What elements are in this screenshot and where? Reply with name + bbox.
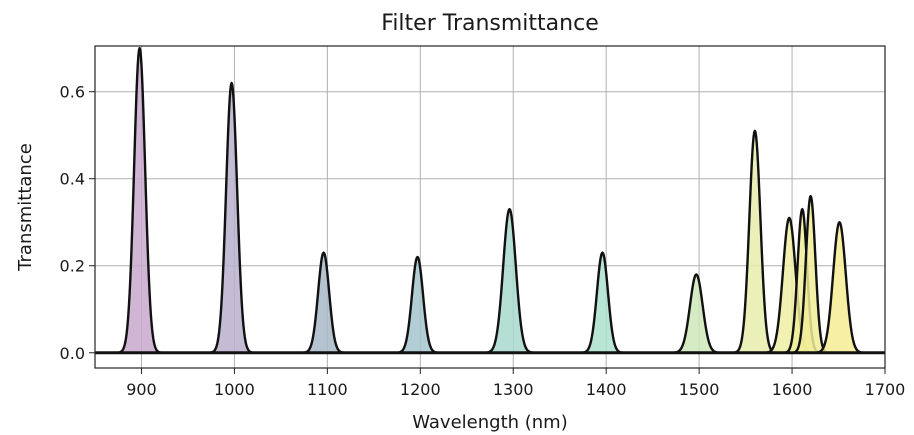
filter-curve-5 bbox=[480, 207, 539, 354]
y-tick-label: 0.4 bbox=[60, 170, 85, 189]
x-tick-label: 1700 bbox=[865, 380, 906, 399]
filter-fill-1 bbox=[114, 48, 165, 353]
y-axis-label: Transmittance bbox=[15, 143, 36, 272]
filter-fill-12 bbox=[811, 222, 868, 353]
x-tick-label: 1500 bbox=[679, 380, 720, 399]
filter-fill-3 bbox=[298, 252, 349, 353]
filter-curve-1 bbox=[114, 46, 166, 354]
filter-curve-2 bbox=[206, 81, 258, 354]
x-tick-label: 1000 bbox=[214, 380, 255, 399]
filter-fill-11 bbox=[789, 196, 832, 353]
y-tick-label: 0.2 bbox=[60, 257, 85, 276]
x-tick-label: 1600 bbox=[772, 380, 813, 399]
chart-title: Filter Transmittance bbox=[381, 11, 598, 36]
x-tick-label: 1400 bbox=[586, 380, 627, 399]
filter-fill-6 bbox=[577, 252, 628, 353]
filter-fill-10 bbox=[780, 209, 824, 353]
filter-fill-4 bbox=[392, 257, 443, 353]
x-tick-label: 900 bbox=[126, 380, 157, 399]
x-axis-label: Wavelength (nm) bbox=[412, 412, 568, 433]
x-tick-label: 1300 bbox=[493, 380, 534, 399]
filter-fill-2 bbox=[206, 82, 257, 353]
filter-fill-9 bbox=[760, 217, 818, 353]
x-tick-label: 1100 bbox=[307, 380, 348, 399]
x-tick-label: 1200 bbox=[400, 380, 441, 399]
y-axis: 0.0 0.2 0.4 0.6 bbox=[60, 83, 95, 363]
plot-frame bbox=[94, 45, 886, 369]
filter-fill-7 bbox=[667, 274, 725, 353]
filter-fill-8 bbox=[730, 130, 780, 353]
x-axis: 900 1000 1100 1200 1300 1400 1500 1600 1700 bbox=[126, 368, 905, 399]
filter-fill-5 bbox=[481, 209, 538, 353]
series-group bbox=[114, 46, 869, 354]
y-tick-label: 0.6 bbox=[60, 83, 85, 102]
y-tick-label: 0.0 bbox=[60, 344, 85, 363]
